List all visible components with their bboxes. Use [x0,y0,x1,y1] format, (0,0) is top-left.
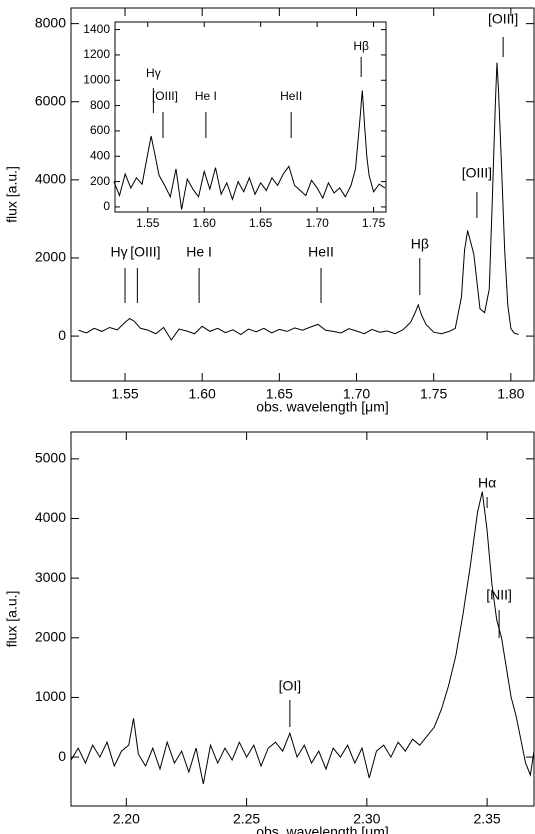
line-label: Hα [478,475,496,491]
y-tick-label: 400 [90,148,110,162]
x-tick-label: 1.65 [266,386,293,402]
x-tick-label: 1.70 [343,386,370,402]
x-tick-label: 1.70 [305,216,329,230]
y-axis-label: flux [a.u.] [4,166,20,223]
line-label: [NII] [486,587,512,603]
y-tick-label: 1200 [83,47,110,61]
line-label: [OIII] [152,89,178,103]
y-tick-label: 4000 [35,509,66,525]
line-label: He I [186,244,212,260]
x-tick-label: 1.55 [136,216,160,230]
line-label: [OI] [279,678,302,694]
x-tick-label: 1.75 [362,216,386,230]
line-label: He I [195,89,217,103]
x-tick-label: 1.60 [193,216,217,230]
y-tick-label: 1000 [83,72,110,86]
plot-frame [70,7,535,382]
x-tick-label: 2.30 [353,811,380,827]
x-tick-label: 2.35 [473,811,500,827]
plot-frame [114,21,387,213]
x-tick-label: 1.80 [497,386,524,402]
line-label: Hβ [411,236,429,252]
line-label: [OIII] [488,11,518,27]
spectrum-line [78,62,519,341]
y-tick-label: 200 [90,174,110,188]
y-tick-label: 1400 [83,22,110,36]
spectrum-line [113,90,386,210]
y-tick-label: 1000 [35,688,66,704]
line-label: Hβ [353,39,369,53]
x-tick-label: 1.75 [420,386,447,402]
line-label: Hγ [146,66,161,80]
x-tick-label: 1.55 [111,386,138,402]
y-tick-label: 800 [90,98,110,112]
plot-area [115,22,386,212]
y-axis-label: flux [a.u.] [4,591,20,648]
y-tick-label: 2000 [35,249,66,265]
y-tick-label: 600 [90,123,110,137]
x-axis-label: obs. wavelength [μm] [256,399,389,415]
line-label: [OIII] [462,165,492,181]
x-tick-label: 1.65 [249,216,273,230]
y-tick-label: 4000 [35,171,66,187]
y-tick-label: 3000 [35,569,66,585]
y-tick-label: 0 [103,199,110,213]
x-tick-label: 2.20 [113,811,140,827]
plot-area [71,432,534,806]
y-tick-label: 5000 [35,450,66,466]
y-tick-label: 0 [58,327,66,343]
line-label: HeII [308,244,334,260]
line-label: Hγ [110,244,127,260]
x-tick-label: 1.60 [189,386,216,402]
y-tick-label: 8000 [35,14,66,30]
y-tick-label: 0 [58,748,66,764]
spectrum-line [70,491,535,785]
line-label: [OIII] [130,244,160,260]
y-tick-label: 2000 [35,628,66,644]
line-label: HeII [280,89,302,103]
y-tick-label: 6000 [35,92,66,108]
plot-frame [70,431,535,807]
x-tick-label: 2.25 [233,811,260,827]
x-axis-label: obs. wavelength [μm] [256,824,389,834]
